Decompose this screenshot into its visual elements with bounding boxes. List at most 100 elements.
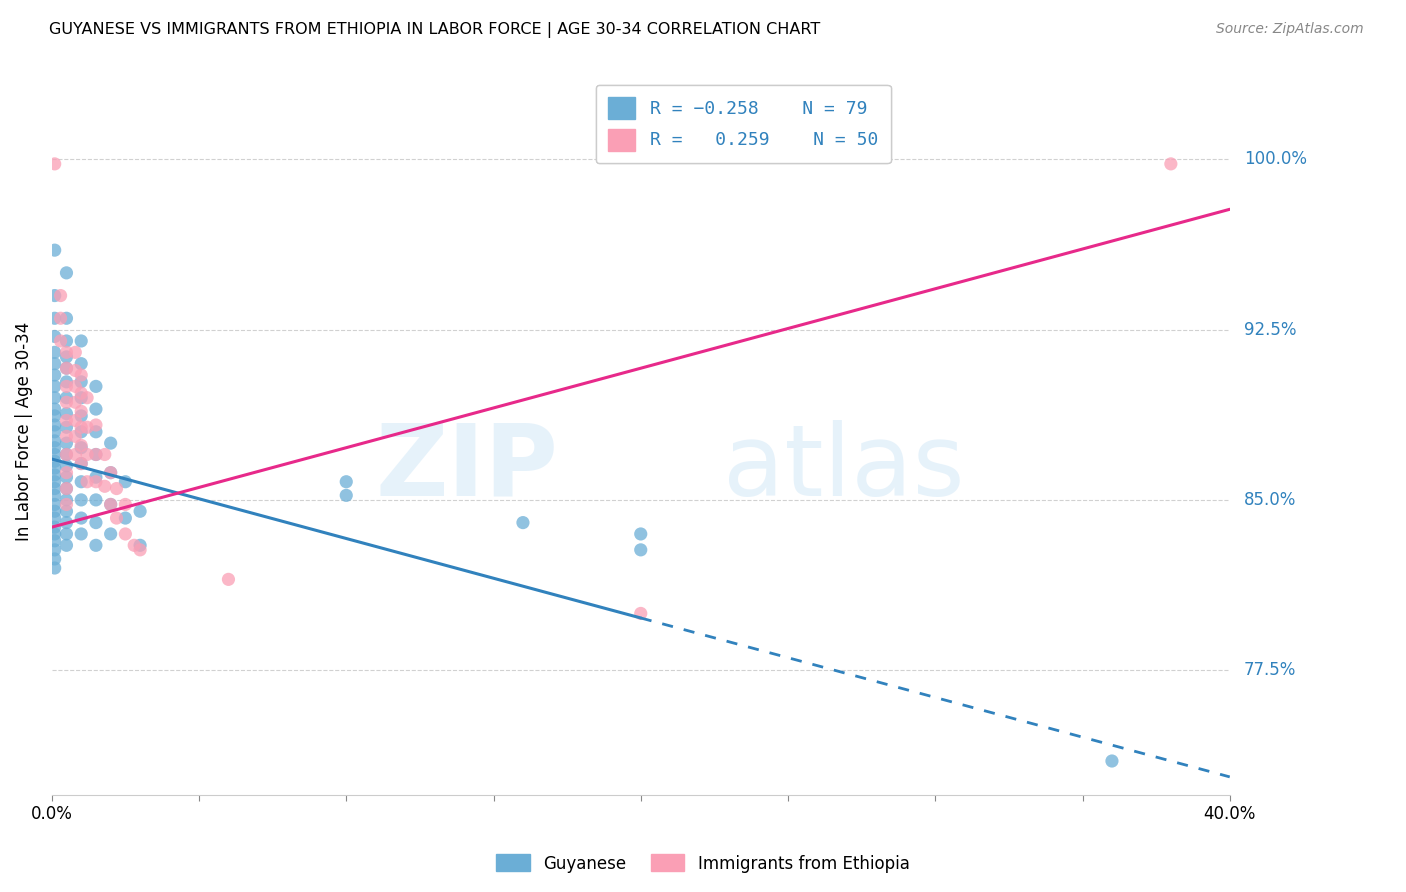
Point — [630, 542, 652, 557]
Point — [129, 542, 152, 557]
Text: 100.0%: 100.0% — [1244, 151, 1306, 169]
Y-axis label: In Labor Force | Age 30-34: In Labor Force | Age 30-34 — [15, 322, 32, 541]
Point — [70, 492, 93, 507]
Point — [84, 516, 107, 530]
Point — [49, 288, 72, 302]
Point — [55, 266, 77, 280]
Point — [55, 482, 77, 496]
Point — [129, 538, 152, 552]
Point — [84, 492, 107, 507]
Text: atlas: atlas — [723, 419, 965, 516]
Text: 77.5%: 77.5% — [1244, 661, 1296, 679]
Point — [65, 429, 87, 443]
Point — [44, 504, 66, 518]
Point — [55, 350, 77, 364]
Point — [122, 538, 145, 552]
Point — [44, 511, 66, 525]
Point — [55, 470, 77, 484]
Point — [49, 311, 72, 326]
Point — [55, 395, 77, 409]
Point — [55, 345, 77, 359]
Point — [84, 470, 107, 484]
Point — [100, 498, 122, 512]
Point — [44, 417, 66, 432]
Point — [70, 375, 93, 389]
Point — [70, 334, 93, 348]
Point — [55, 429, 77, 443]
Point — [70, 438, 93, 452]
Point — [55, 466, 77, 480]
Point — [44, 552, 66, 566]
Point — [44, 157, 66, 171]
Point — [44, 425, 66, 439]
Point — [55, 538, 77, 552]
Point — [44, 345, 66, 359]
Point — [105, 482, 128, 496]
Point — [512, 516, 534, 530]
Point — [65, 395, 87, 409]
Point — [55, 436, 77, 450]
Point — [335, 475, 357, 489]
Point — [55, 492, 77, 507]
Point — [44, 391, 66, 405]
Point — [70, 441, 93, 455]
Point — [630, 607, 652, 621]
Point — [55, 413, 77, 427]
Point — [105, 511, 128, 525]
Point — [44, 357, 66, 371]
Point — [44, 329, 66, 343]
Point — [55, 391, 77, 405]
Point — [70, 357, 93, 371]
Point — [44, 402, 66, 417]
Point — [70, 391, 93, 405]
Point — [100, 466, 122, 480]
Point — [70, 368, 93, 382]
Point — [70, 457, 93, 471]
Point — [55, 407, 77, 421]
Point — [44, 434, 66, 448]
Point — [76, 448, 98, 462]
Point — [335, 488, 357, 502]
Point — [84, 538, 107, 552]
Point — [114, 527, 136, 541]
Point — [84, 448, 107, 462]
Point — [44, 475, 66, 489]
Point — [1101, 754, 1123, 768]
Point — [65, 413, 87, 427]
Point — [84, 448, 107, 462]
Point — [44, 311, 66, 326]
Point — [100, 527, 122, 541]
Point — [44, 243, 66, 257]
Point — [70, 404, 93, 418]
Point — [44, 498, 66, 512]
Point — [84, 475, 107, 489]
Point — [55, 334, 77, 348]
Point — [49, 334, 72, 348]
Point — [76, 391, 98, 405]
Point — [44, 441, 66, 455]
Point — [129, 504, 152, 518]
Point — [70, 420, 93, 434]
Point — [55, 448, 77, 462]
Point — [44, 561, 66, 575]
Point — [94, 479, 117, 493]
Point — [44, 409, 66, 423]
Point — [44, 467, 66, 482]
Point — [217, 573, 239, 587]
Point — [84, 417, 107, 432]
Point — [55, 448, 77, 462]
Point — [55, 527, 77, 541]
Legend: R = −0.258    N = 79, R =   0.259    N = 50: R = −0.258 N = 79, R = 0.259 N = 50 — [596, 85, 891, 163]
Point — [114, 511, 136, 525]
Point — [55, 420, 77, 434]
Point — [114, 498, 136, 512]
Point — [55, 361, 77, 376]
Point — [44, 288, 66, 302]
Point — [630, 527, 652, 541]
Point — [55, 375, 77, 389]
Point — [1160, 157, 1182, 171]
Legend: Guyanese, Immigrants from Ethiopia: Guyanese, Immigrants from Ethiopia — [489, 847, 917, 880]
Point — [84, 379, 107, 393]
Point — [65, 363, 87, 377]
Point — [55, 482, 77, 496]
